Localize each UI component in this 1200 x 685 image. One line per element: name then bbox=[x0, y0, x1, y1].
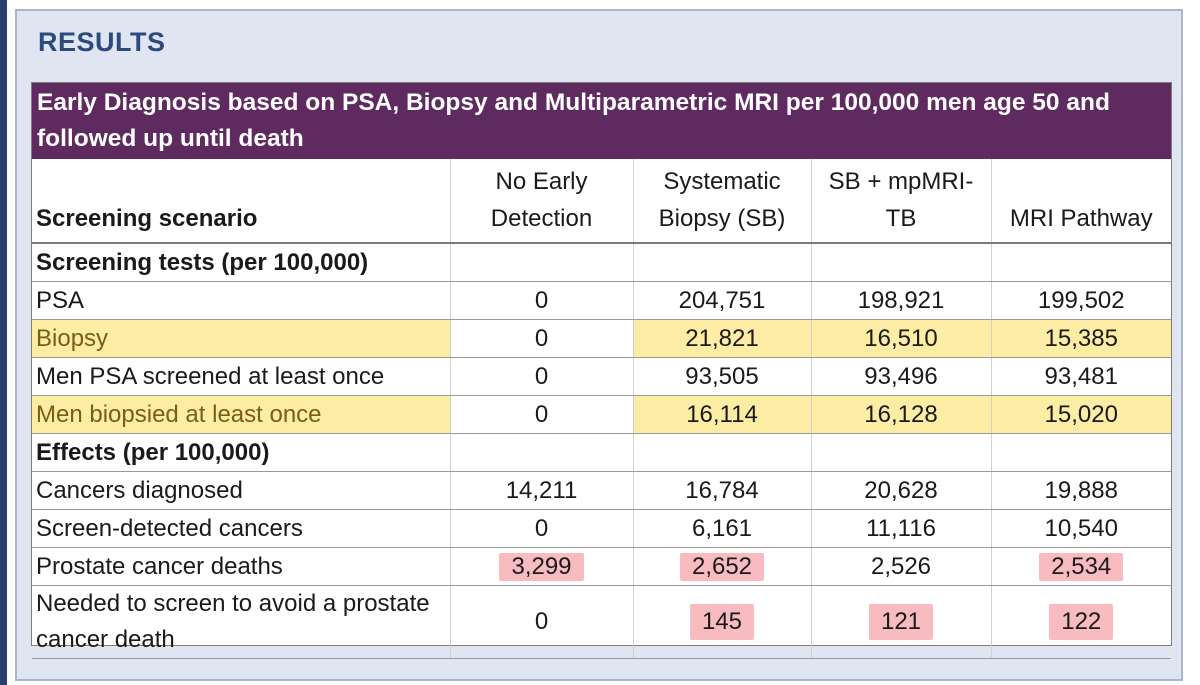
empty-cell bbox=[810, 243, 991, 282]
empty-cell bbox=[632, 243, 811, 282]
column-header-sb-mpmri-tb: SB + mpMRI-TB bbox=[810, 159, 991, 244]
section-label: Effects (per 100,000) bbox=[32, 433, 450, 472]
table-cell: 199,502 bbox=[990, 281, 1171, 320]
table-cell: 3,299 bbox=[449, 547, 633, 586]
table-cell: 121 bbox=[810, 585, 991, 659]
table-cell: 0 bbox=[449, 585, 633, 659]
table-cell: 6,161 bbox=[632, 509, 811, 548]
table-caption: Early Diagnosis based on PSA, Biopsy and… bbox=[32, 83, 1171, 159]
empty-cell bbox=[449, 243, 633, 282]
table-cell: 122 bbox=[990, 585, 1171, 659]
table-cell: 10,540 bbox=[990, 509, 1171, 548]
table-cell: 16,128 bbox=[810, 395, 991, 434]
section-row-effects: Effects (per 100,000) bbox=[32, 433, 1171, 472]
table-cell: 198,921 bbox=[810, 281, 991, 320]
red-highlight-value: 145 bbox=[689, 604, 755, 640]
table-cell: 16,510 bbox=[810, 319, 991, 358]
table-row-men-psa-screened: Men PSA screened at least once 0 93,505 … bbox=[32, 357, 1171, 396]
row-label: Cancers diagnosed bbox=[32, 471, 450, 510]
table-cell: 19,888 bbox=[990, 471, 1171, 510]
table-row-men-biopsied: Men biopsied at least once 0 16,114 16,1… bbox=[32, 395, 1171, 434]
row-label: Men PSA screened at least once bbox=[32, 357, 450, 396]
table-row-screen-detected: Screen-detected cancers 0 6,161 11,116 1… bbox=[32, 509, 1171, 548]
column-header-mri-pathway: MRI Pathway bbox=[990, 159, 1171, 244]
column-header-systematic-biopsy: Systematic Biopsy (SB) bbox=[632, 159, 811, 244]
row-label: Needed to screen to avoid a prostate can… bbox=[32, 585, 450, 659]
table-cell: 93,496 bbox=[810, 357, 991, 396]
table-cell: 0 bbox=[449, 319, 633, 358]
empty-cell bbox=[632, 433, 811, 472]
empty-cell bbox=[449, 433, 633, 472]
table-cell: 2,534 bbox=[990, 547, 1171, 586]
table-cell: 0 bbox=[449, 509, 633, 548]
table-cell: 2,526 bbox=[810, 547, 991, 586]
table-cell: 15,385 bbox=[990, 319, 1171, 358]
table-cell: 16,784 bbox=[632, 471, 811, 510]
column-header-no-early-detection: No Early Detection bbox=[449, 159, 633, 244]
row-label: Biopsy bbox=[32, 319, 450, 358]
table-cell: 0 bbox=[449, 281, 633, 320]
table-cell: 20,628 bbox=[810, 471, 991, 510]
table-row-biopsy: Biopsy 0 21,821 16,510 15,385 bbox=[32, 319, 1171, 358]
table-cell: 2,652 bbox=[632, 547, 811, 586]
left-accent-bar bbox=[0, 0, 7, 685]
page-title: RESULTS bbox=[38, 27, 166, 57]
table-cell: 21,821 bbox=[632, 319, 811, 358]
section-row-screening-tests: Screening tests (per 100,000) bbox=[32, 243, 1171, 282]
table-header-row: Screening scenario No Early Detection Sy… bbox=[32, 159, 1171, 244]
red-highlight-value: 3,299 bbox=[499, 552, 584, 581]
row-label: Men biopsied at least once bbox=[32, 395, 450, 434]
empty-cell bbox=[990, 243, 1171, 282]
row-label: Screen-detected cancers bbox=[32, 509, 450, 548]
table-cell: 0 bbox=[449, 395, 633, 434]
column-header-scenario: Screening scenario bbox=[32, 159, 450, 244]
table-cell: 93,505 bbox=[632, 357, 811, 396]
section-label: Screening tests (per 100,000) bbox=[32, 243, 450, 282]
red-highlight-value: 122 bbox=[1049, 604, 1114, 640]
table-cell: 93,481 bbox=[990, 357, 1171, 396]
empty-cell bbox=[990, 433, 1171, 472]
empty-cell bbox=[810, 433, 991, 472]
row-label: Prostate cancer deaths bbox=[32, 547, 450, 586]
row-label: PSA bbox=[32, 281, 450, 320]
results-table: Screening scenario No Early Detection Sy… bbox=[32, 159, 1171, 659]
table-row-prostate-deaths: Prostate cancer deaths 3,299 2,652 2,526… bbox=[32, 547, 1171, 586]
table-row-psa: PSA 0 204,751 198,921 199,502 bbox=[32, 281, 1171, 320]
table-cell: 11,116 bbox=[810, 509, 991, 548]
red-highlight-value: 2,652 bbox=[679, 552, 765, 581]
table-cell: 15,020 bbox=[990, 395, 1171, 434]
table-cell: 204,751 bbox=[632, 281, 811, 320]
table-row-cancers-diagnosed: Cancers diagnosed 14,211 16,784 20,628 1… bbox=[32, 471, 1171, 510]
table-cell: 145 bbox=[632, 585, 811, 659]
results-table-container: Early Diagnosis based on PSA, Biopsy and… bbox=[31, 82, 1172, 659]
red-highlight-value: 121 bbox=[868, 604, 934, 640]
table-cell: 16,114 bbox=[632, 395, 811, 434]
red-highlight-value: 2,534 bbox=[1039, 552, 1124, 581]
table-cell: 0 bbox=[449, 357, 633, 396]
table-row-needed-to-screen: Needed to screen to avoid a prostate can… bbox=[32, 585, 1171, 659]
table-cell: 14,211 bbox=[449, 471, 633, 510]
